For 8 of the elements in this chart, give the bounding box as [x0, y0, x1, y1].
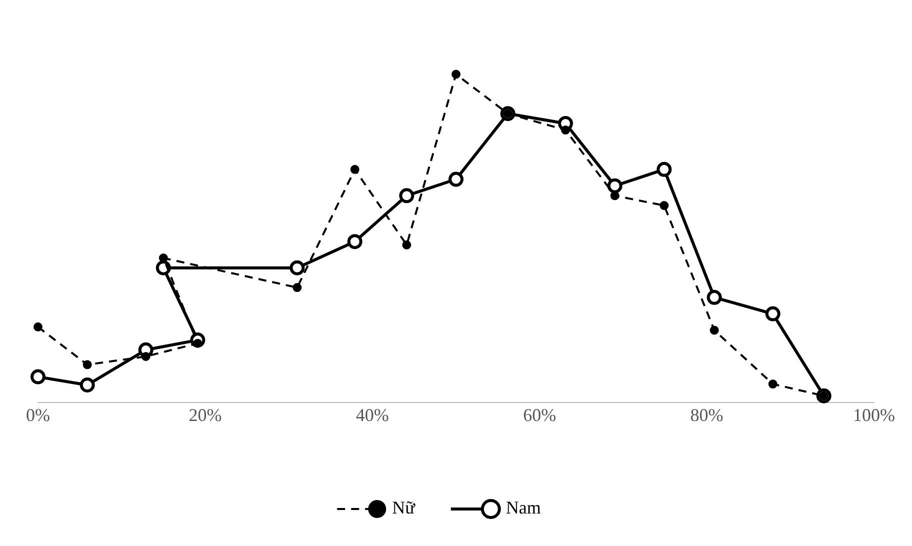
x-tick-label: 100% — [853, 404, 895, 425]
x-tick-label: 0% — [26, 404, 50, 425]
x-tick-label: 40% — [356, 404, 389, 425]
legend-label: Nữ — [392, 498, 416, 518]
x-tick-label: 60% — [523, 404, 556, 425]
x-tick-label: 20% — [188, 404, 222, 425]
legend-label: Nam — [506, 498, 541, 518]
x-tick-label: 80% — [690, 404, 724, 425]
